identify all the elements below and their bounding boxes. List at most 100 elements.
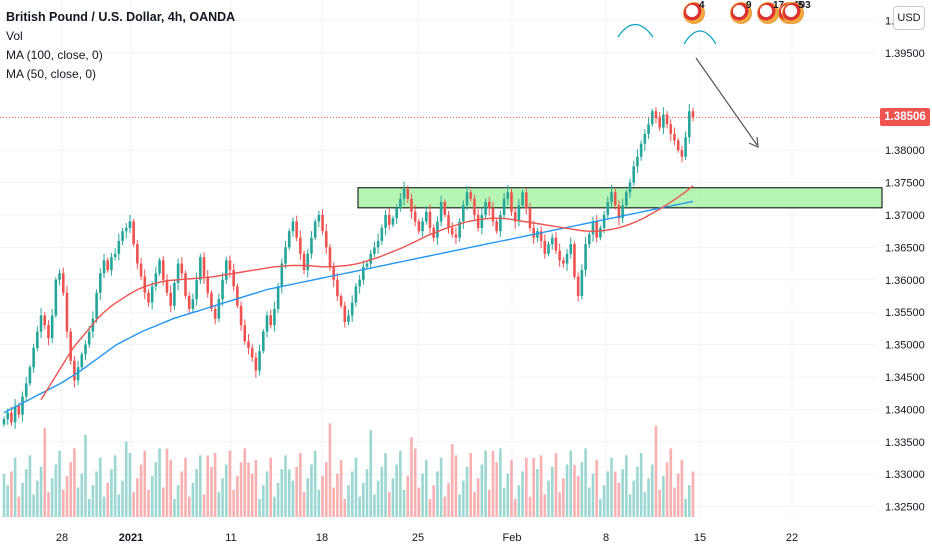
symbol-title[interactable]: British Pound / U.S. Dollar, 4h, OANDA <box>6 10 236 24</box>
volume-bar <box>187 496 191 517</box>
candle-body <box>43 315 47 326</box>
legend-ma100[interactable]: MA (100, close, 0) <box>6 48 103 62</box>
volume-bar <box>610 457 613 517</box>
volume-bar <box>99 457 102 517</box>
volume-bars <box>2 423 695 517</box>
volume-bar <box>506 473 510 517</box>
candle-body <box>373 247 376 254</box>
price-tick-label: 1.32500 <box>885 502 925 514</box>
candle-body <box>132 221 135 245</box>
volume-bar <box>462 480 465 517</box>
candle-body <box>584 244 587 271</box>
volume-bar <box>339 459 343 517</box>
candle-body <box>287 231 291 248</box>
volume-bar <box>206 455 210 517</box>
candle-body <box>684 137 687 157</box>
candle-body <box>628 182 632 193</box>
candle-body <box>210 292 213 309</box>
ma100-line <box>3 200 694 414</box>
volume-bar <box>421 473 424 517</box>
candle-body <box>110 257 113 271</box>
volume-bar <box>236 476 239 517</box>
event-flag-icon[interactable] <box>683 2 705 24</box>
volume-bar <box>454 455 458 517</box>
candle-body <box>673 133 676 141</box>
volume-bar <box>287 469 291 517</box>
volume-bar <box>28 455 32 517</box>
event-flag-icon[interactable] <box>782 2 804 24</box>
volume-bar <box>117 494 121 517</box>
candle-body <box>413 211 417 222</box>
resistance-zone[interactable] <box>357 187 883 209</box>
volume-bar <box>232 489 235 517</box>
candle-body <box>587 234 591 245</box>
candle-body <box>362 266 365 280</box>
volume-bar <box>32 494 35 517</box>
candle-body <box>484 202 487 215</box>
volume-bar <box>565 464 569 517</box>
volume-bar <box>443 496 447 517</box>
time-tick-label: Feb <box>503 532 522 544</box>
volume-bar <box>258 499 261 517</box>
candle-body <box>299 237 302 254</box>
candle-body <box>54 279 58 316</box>
volume-bar <box>191 482 195 517</box>
volume-bar <box>469 453 473 517</box>
volume-bar <box>550 466 554 517</box>
candle-body <box>65 292 69 332</box>
candle-body <box>387 214 391 225</box>
candle-body <box>236 286 239 306</box>
volume-bar <box>395 464 398 517</box>
volume-bar <box>210 466 213 517</box>
volume-bar <box>439 457 443 517</box>
volume-bar <box>228 450 232 517</box>
candle-body <box>369 253 373 264</box>
volume-bar <box>269 457 273 517</box>
volume-bar <box>154 462 158 517</box>
volume-bar <box>562 478 565 517</box>
candle-body <box>662 114 665 128</box>
volume-bar <box>58 450 61 517</box>
volume-bar <box>295 466 298 517</box>
currency-button[interactable]: USD <box>893 6 925 30</box>
event-flag-icon[interactable] <box>730 2 752 24</box>
volume-bar <box>36 480 39 517</box>
candle-body <box>239 305 243 326</box>
volume-bar <box>47 492 50 517</box>
candle-body <box>450 227 454 235</box>
volume-bar <box>658 489 661 517</box>
candle-body <box>365 263 369 267</box>
volume-bar <box>669 448 673 517</box>
volume-bar <box>613 471 617 517</box>
candle-body <box>406 189 410 199</box>
volume-bar <box>306 478 310 517</box>
candle-body <box>58 273 61 280</box>
candle-body <box>625 192 628 206</box>
price-tick-label: 1.38000 <box>885 145 925 157</box>
volume-bar <box>39 466 43 517</box>
candle-body <box>317 214 321 222</box>
candle-body <box>262 331 265 352</box>
volume-bar <box>332 487 335 517</box>
candle-body <box>13 406 17 423</box>
legend-volume[interactable]: Vol <box>6 29 23 43</box>
volume-bar <box>169 459 172 517</box>
candle-body <box>410 198 413 212</box>
candle-body <box>395 208 398 219</box>
volume-bar <box>606 471 610 517</box>
volume-bar <box>10 471 13 517</box>
candle-body <box>161 260 165 280</box>
legend-ma50[interactable]: MA (50, close, 0) <box>6 67 97 81</box>
volume-bar <box>328 423 332 517</box>
volume-bar <box>643 492 647 517</box>
volume-bar <box>369 430 373 517</box>
volume-bar <box>639 453 643 517</box>
candle-body <box>606 202 610 215</box>
candle-body <box>521 192 524 206</box>
volume-bar <box>417 487 421 517</box>
volume-bar <box>480 464 484 517</box>
candle-body <box>339 295 343 306</box>
volume-bar <box>625 455 628 517</box>
candle-body <box>243 325 247 342</box>
